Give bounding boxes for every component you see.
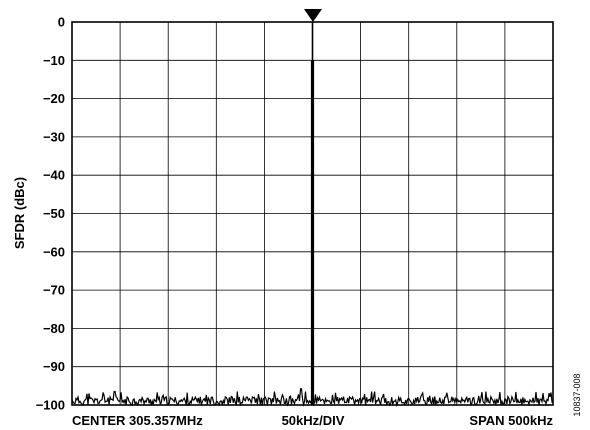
y-tick-label: −80 [43, 321, 65, 336]
y-tick-labels: 0 −10 −20 −30 −40 −50 −60 −70 −80 −90 −100 [36, 15, 65, 413]
y-tick-label: −70 [43, 283, 65, 298]
span-label: SPAN 500kHz [469, 413, 553, 428]
y-tick-label: −60 [43, 244, 65, 259]
center-frequency-label: CENTER 305.357MHz [72, 413, 203, 428]
y-tick-label: −30 [43, 129, 65, 144]
spectrum-trace [71, 22, 554, 408]
y-tick-label: −10 [43, 53, 65, 68]
y-tick-label: −20 [43, 91, 65, 106]
y-tick-label: −50 [43, 206, 65, 221]
division-label: 50kHz/DIV [282, 413, 345, 428]
y-tick-label: −100 [36, 398, 65, 413]
y-axis-label: SFDR (dBc) [12, 177, 27, 249]
figure-id: 10837-008 [572, 373, 582, 416]
y-tick-label: 0 [58, 15, 65, 30]
y-tick-label: −90 [43, 359, 65, 374]
y-tick-label: −40 [43, 168, 65, 183]
carrier-marker-icon [304, 9, 322, 22]
